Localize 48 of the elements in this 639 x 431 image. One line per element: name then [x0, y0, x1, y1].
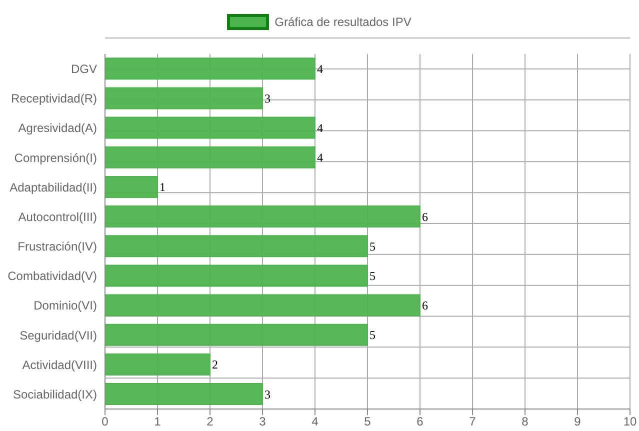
x-tick-label: 6	[416, 414, 424, 429]
y-tick-label: Dominio(VI)	[34, 298, 97, 313]
data-label: 6	[422, 298, 428, 313]
x-tick-label: 8	[522, 414, 529, 429]
data-label: 5	[370, 328, 376, 342]
data-label: 4	[317, 150, 323, 165]
x-tick-label: 9	[574, 414, 582, 429]
y-tick-label: Sociabilidad(IX)	[12, 387, 97, 402]
x-tick-label: 5	[364, 414, 372, 429]
x-tick-label: 2	[206, 414, 214, 429]
data-label: 4	[317, 121, 323, 136]
bar	[105, 294, 420, 316]
data-label: 2	[212, 358, 218, 372]
bar	[105, 87, 263, 110]
legend-label: Gráfica de resultados IPV	[274, 15, 412, 29]
x-tick-label: 3	[259, 414, 266, 429]
x-tick-label: 4	[312, 414, 319, 429]
y-tick-label: Autocontrol(III)	[18, 210, 97, 224]
y-tick-label: Receptividad(R)	[10, 92, 97, 106]
bar	[105, 235, 368, 258]
bar	[105, 116, 316, 139]
x-tick-label: 10	[623, 414, 637, 429]
y-tick-label: Frustración(IV)	[18, 240, 97, 254]
data-label: 4	[317, 62, 323, 76]
y-tick-label: Combatividad(V)	[8, 269, 97, 284]
bar	[105, 58, 316, 80]
data-label: 6	[422, 210, 428, 224]
y-tick-label: Seguridad(VII)	[20, 328, 97, 342]
y-tick-label: Agresividad(A)	[18, 121, 97, 136]
x-tick-label: 7	[469, 414, 476, 429]
bar	[105, 206, 420, 228]
y-tick-label: DGV	[70, 62, 97, 76]
data-label: 3	[264, 387, 270, 402]
bar	[105, 176, 158, 198]
data-label: 5	[370, 268, 376, 283]
y-tick-label: Comprensión(I)	[14, 150, 97, 165]
x-tick-label: 0	[102, 414, 109, 429]
data-label: 5	[370, 239, 376, 254]
data-label: 3	[264, 91, 270, 106]
y-tick-label: Adaptabilidad(II)	[10, 180, 97, 194]
bar	[105, 383, 263, 406]
data-label: 1	[160, 180, 166, 194]
bar	[105, 146, 316, 168]
bar	[105, 324, 368, 346]
bar	[105, 264, 368, 287]
bar	[105, 353, 210, 376]
x-tick-label: 1	[154, 414, 162, 429]
y-tick-label: Actividad(VIII)	[22, 358, 97, 372]
